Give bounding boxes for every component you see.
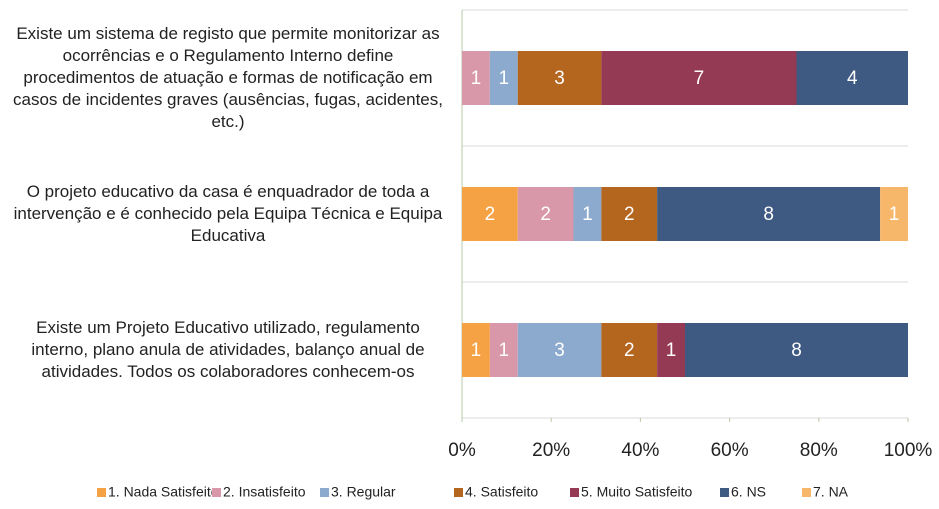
bar-segment: [657, 323, 685, 377]
x-tick-label: 60%: [711, 440, 749, 461]
bar-segment: [601, 51, 797, 105]
data-label: 2: [624, 340, 635, 361]
bar-segment: [462, 323, 490, 377]
x-tick-label: 0%: [448, 440, 476, 461]
bar-segment: [601, 187, 658, 241]
bar-segment: [489, 323, 518, 377]
legend-label: 4. Satisfeito: [465, 484, 538, 500]
data-label: 3: [554, 340, 565, 361]
legend-swatch: [720, 488, 729, 497]
bar-segment: [796, 51, 908, 105]
x-tick-label: 20%: [532, 440, 570, 461]
legend-label: 3. Regular: [331, 484, 396, 500]
data-label: 1: [582, 204, 593, 225]
legend-swatch: [212, 488, 221, 497]
data-label: 1: [471, 68, 482, 89]
x-tick-label: 80%: [800, 440, 838, 461]
legend-swatch: [454, 488, 463, 497]
bar-segment: [880, 187, 908, 241]
bar-segment: [517, 51, 602, 105]
category-label: Existe um Projeto Educativo utilizado, r…: [31, 318, 425, 381]
legend-label: 7. NA: [813, 484, 849, 500]
data-label: 1: [499, 340, 510, 361]
x-tick-label: 100%: [884, 440, 933, 461]
legend-label: 5. Muito Satisfeito: [581, 484, 692, 500]
x-tick-label: 40%: [621, 440, 659, 461]
bar-segment: [657, 187, 881, 241]
data-label: 8: [791, 340, 802, 361]
legend-label: 1. Nada Satisfeito: [108, 484, 219, 500]
data-label: 1: [499, 68, 510, 89]
bar-segment: [685, 323, 908, 377]
legend-swatch: [97, 488, 106, 497]
legend-label: 2. Insatisfeito: [223, 484, 306, 500]
bar-segment: [489, 51, 518, 105]
data-label: 4: [847, 68, 858, 89]
bar-segment: [462, 187, 518, 241]
bar-segment: [601, 323, 658, 377]
data-label: 2: [624, 204, 635, 225]
legend-swatch: [570, 488, 579, 497]
category-label: Existe um sistema de registo que permite…: [13, 24, 443, 131]
legend-swatch: [320, 488, 329, 497]
category-label: O projeto educativo da casa é enquadrado…: [13, 182, 443, 245]
data-label: 7: [694, 68, 705, 89]
bar-segment: [517, 323, 602, 377]
data-label: 3: [554, 68, 565, 89]
bar-segment: [462, 51, 490, 105]
data-label: 1: [471, 340, 482, 361]
legend-swatch: [802, 488, 811, 497]
bar-segment: [573, 187, 602, 241]
data-label: 8: [763, 204, 774, 225]
data-label: 1: [666, 340, 677, 361]
bar-segment: [517, 187, 574, 241]
legend-label: 6. NS: [731, 484, 766, 500]
data-label: 1: [889, 204, 900, 225]
data-label: 2: [485, 204, 496, 225]
data-label: 2: [540, 204, 551, 225]
